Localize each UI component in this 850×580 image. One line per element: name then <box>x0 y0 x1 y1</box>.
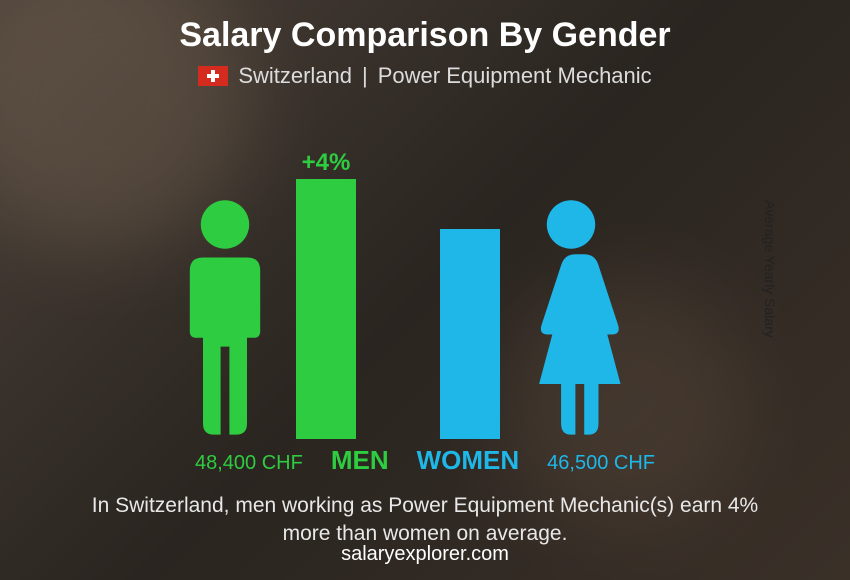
women-salary: 46,500 CHF <box>547 452 655 475</box>
bar-chart: Average Yearly Salary +4% <box>0 99 850 439</box>
men-group: +4% <box>170 179 356 439</box>
footer-credit: salaryexplorer.com <box>0 543 850 566</box>
labels-row: 48,400 CHF MEN WOMEN 46,500 CHF <box>0 445 850 476</box>
women-group <box>440 197 626 439</box>
delta-label: +4% <box>296 149 356 177</box>
women-bar <box>440 229 500 439</box>
page-title: Salary Comparison By Gender <box>0 0 850 55</box>
woman-icon <box>516 197 626 439</box>
separator: | <box>362 63 368 89</box>
women-label: WOMEN <box>417 445 520 476</box>
subheading: Switzerland | Power Equipment Mechanic <box>0 63 850 89</box>
summary-text: In Switzerland, men working as Power Equ… <box>65 492 785 549</box>
men-bar: +4% <box>296 179 356 439</box>
men-salary: 48,400 CHF <box>195 452 303 475</box>
infographic-content: Salary Comparison By Gender Switzerland … <box>0 0 850 580</box>
y-axis-label: Average Yearly Salary <box>761 200 777 338</box>
men-label: MEN <box>331 445 389 476</box>
switzerland-flag-icon <box>198 66 228 86</box>
job-label: Power Equipment Mechanic <box>378 63 652 89</box>
man-icon <box>170 197 280 439</box>
country-label: Switzerland <box>238 63 352 89</box>
